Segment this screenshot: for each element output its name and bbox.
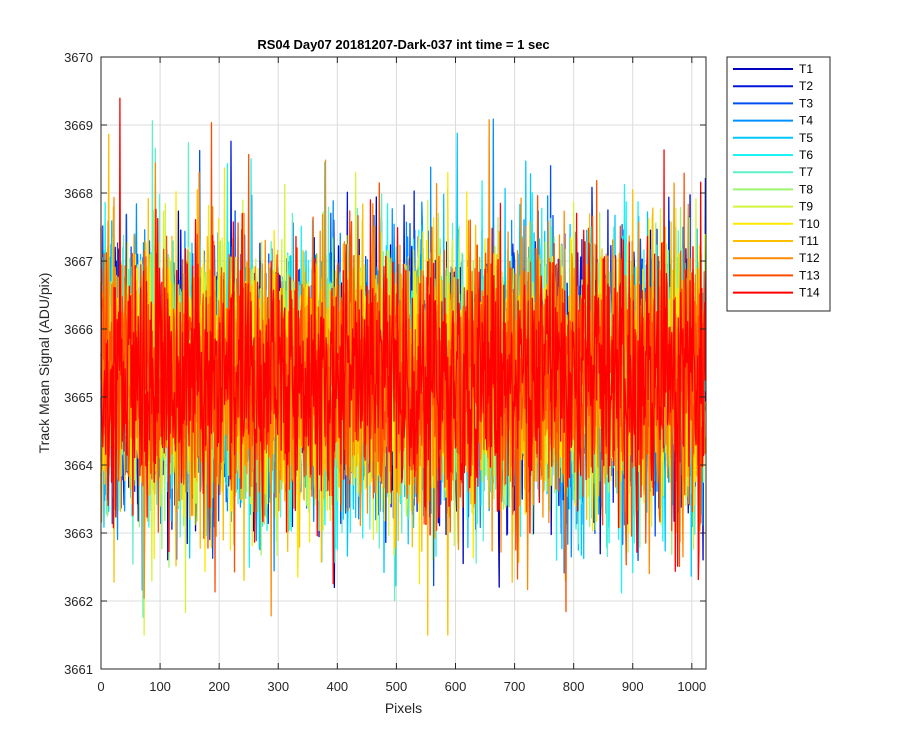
y-tick-label: 3662	[64, 594, 93, 609]
x-tick-label: 500	[386, 679, 408, 694]
legend-label-t4: T4	[799, 114, 813, 128]
x-axis-ticks: 0 100 200 300 400 500 600 700 800 900 1000	[97, 57, 706, 694]
y-tick-label: 3670	[64, 50, 93, 65]
x-tick-label: 400	[326, 679, 348, 694]
series-line-t14	[100, 97, 707, 585]
series-lines	[100, 97, 707, 636]
plot-frame	[100, 56, 707, 670]
y-tick-label: 3666	[64, 322, 93, 337]
y-tick-label: 3669	[64, 118, 93, 133]
legend: T1 T2 T3 T4 T5 T6 T7 T8 T9 T10 T11 T12 T13 T14	[726, 56, 831, 312]
y-tick-label: 3664	[64, 458, 93, 473]
legend-label-t12: T12	[799, 251, 820, 265]
legend-label-t5: T5	[799, 131, 813, 145]
legend-label-t11: T11	[799, 234, 819, 248]
y-tick-label: 3661	[64, 662, 93, 677]
legend-label-t13: T13	[799, 268, 820, 282]
legend-label-t2: T2	[799, 79, 813, 93]
y-tick-label: 3667	[64, 254, 93, 269]
x-tick-label: 800	[563, 679, 585, 694]
x-tick-label: 0	[97, 679, 104, 694]
legend-label-t7: T7	[799, 165, 813, 179]
legend-label-t9: T9	[799, 200, 813, 214]
legend-label-t8: T8	[799, 182, 813, 196]
x-tick-label: 300	[267, 679, 289, 694]
y-tick-label: 3665	[64, 390, 93, 405]
x-tick-label: 1000	[677, 679, 706, 694]
chart-title: RS04 Day07 20181207-Dark-037 int time = …	[257, 37, 549, 52]
x-tick-label: 200	[208, 679, 230, 694]
x-tick-label: 600	[445, 679, 467, 694]
y-tick-label: 3668	[64, 186, 93, 201]
x-tick-label: 900	[622, 679, 644, 694]
legend-box	[726, 56, 831, 312]
legend-label-t3: T3	[799, 96, 813, 110]
x-tick-label: 700	[504, 679, 526, 694]
x-axis-label: Pixels	[385, 700, 422, 716]
legend-label-t6: T6	[799, 148, 813, 162]
y-axis-ticks: 3661 3662 3663 3664 3665 3666 3667 3668 3669 3670	[64, 50, 706, 677]
legend-label-t10: T10	[799, 217, 820, 231]
y-axis-label: Track Mean Signal (ADU/pix)	[36, 273, 52, 454]
legend-label-t1: T1	[799, 62, 813, 76]
x-tick-label: 100	[149, 679, 171, 694]
y-tick-label: 3663	[64, 526, 93, 541]
legend-label-t14: T14	[799, 286, 820, 300]
